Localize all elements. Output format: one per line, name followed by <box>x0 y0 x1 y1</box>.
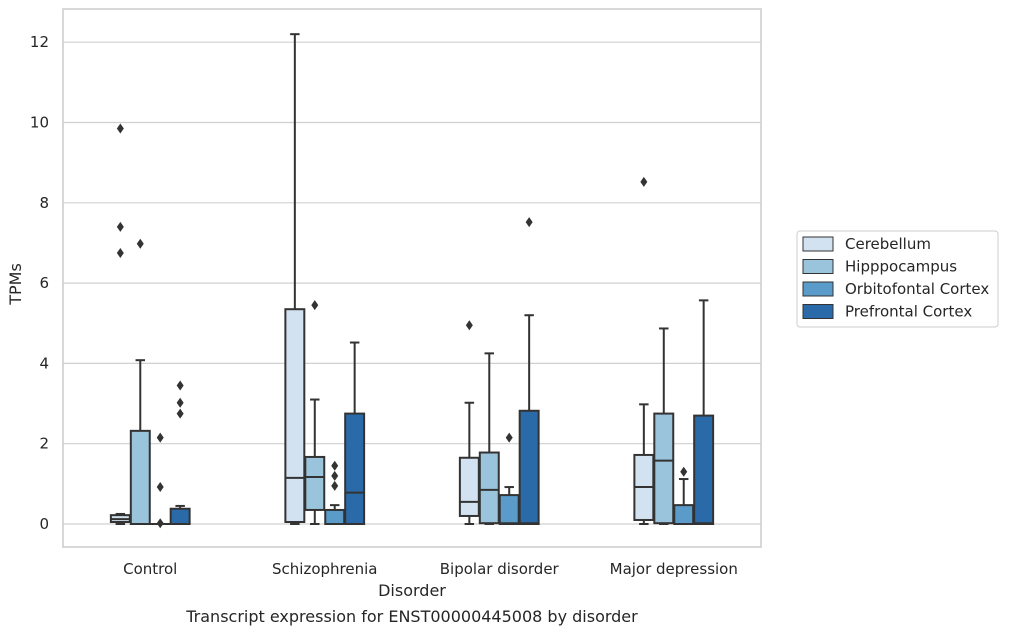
outlier-point <box>156 432 164 443</box>
y-tick-label: 2 <box>39 435 49 453</box>
outlier-point <box>331 480 339 491</box>
box-body <box>304 455 326 511</box>
outlier-point <box>156 482 164 493</box>
y-tick-label: 4 <box>39 354 49 372</box>
box-body <box>344 412 366 525</box>
legend-frame <box>796 230 999 328</box>
x-tick-label: Schizophrenia <box>272 560 377 578</box>
legend-label: Prefrontal Cortex <box>845 303 972 321</box>
box-prefrontal-cortex <box>344 341 366 525</box>
box-body <box>284 308 306 523</box>
y-tick-label: 10 <box>30 114 49 132</box>
box-orbitofontal-cortex <box>673 466 695 525</box>
box-prefrontal-cortex <box>693 299 715 525</box>
legend-label: Cerebellum <box>845 235 931 253</box>
outlier-point <box>116 123 124 134</box>
outlier-point <box>156 518 164 529</box>
box-prefrontal-cortex <box>169 380 191 526</box>
outlier-point <box>136 238 144 249</box>
outlier-point <box>311 300 319 311</box>
box-body <box>498 494 520 526</box>
x-tick-label: Bipolar disorder <box>440 560 560 578</box>
legend-swatch <box>802 259 834 274</box>
box-cerebellum <box>458 320 480 525</box>
outlier-point <box>505 432 513 443</box>
y-tick-label: 0 <box>39 515 49 533</box>
box-prefrontal-cortex <box>518 217 540 526</box>
box-hipppocampus <box>653 327 675 525</box>
legend-swatch <box>802 236 834 252</box>
x-tick-label: Control <box>123 560 177 578</box>
box-hipppocampus <box>129 238 151 525</box>
box-body <box>129 429 151 525</box>
outlier-point <box>176 397 184 408</box>
box-layer <box>109 33 715 529</box>
box-cerebellum <box>284 33 306 525</box>
box-hipppocampus <box>304 300 326 525</box>
y-tick-label: 8 <box>39 194 49 212</box>
legend: Cerebellum Hipppocampus Orbitofontal Corte… <box>796 230 999 328</box>
box-body <box>518 409 540 526</box>
outlier-point <box>331 460 339 471</box>
plot-frame <box>62 8 762 548</box>
box-body <box>478 451 500 525</box>
grid-layer <box>63 41 761 525</box>
box-body <box>653 412 675 525</box>
box-hipppocampus <box>478 352 500 525</box>
box-orbitofontal-cortex <box>324 460 346 526</box>
outlier-point <box>116 221 124 232</box>
box-cerebellum <box>109 123 131 525</box>
box-body <box>324 508 346 526</box>
x-axis-title: Disorder <box>378 581 446 600</box>
y-axis-title: TPMs <box>6 263 25 306</box>
legend-swatch <box>802 304 834 319</box>
legend-label: Hipppocampus <box>845 258 957 276</box>
box-body <box>169 507 191 526</box>
x-tick-label: Major depression <box>610 560 738 578</box>
box-body <box>458 456 480 517</box>
legend-label: Orbitofontal Cortex <box>845 280 989 298</box>
outlier-point <box>640 176 648 187</box>
box-orbitofontal-cortex <box>149 432 171 529</box>
outlier-point <box>331 470 339 481</box>
figure-caption: Transcript expression for ENST0000044500… <box>185 607 638 626</box>
outlier-point <box>465 320 473 331</box>
y-tick-labels: 0 2 4 6 8 10 12 <box>30 33 49 533</box>
outlier-point <box>176 380 184 391</box>
box-orbitofontal-cortex <box>498 432 520 526</box>
x-tick-labels: Control Schizophrenia Bipolar disorder Majo… <box>123 560 738 578</box>
outlier-point <box>176 408 184 419</box>
outlier-point <box>680 466 688 477</box>
outlier-point <box>116 247 124 258</box>
box-body <box>673 504 695 525</box>
legend-swatch <box>802 281 834 297</box>
box-body <box>693 414 715 525</box>
outlier-point <box>525 217 533 228</box>
box-cerebellum <box>633 176 655 525</box>
y-tick-label: 6 <box>39 274 49 292</box>
y-tick-label: 12 <box>30 33 49 51</box>
